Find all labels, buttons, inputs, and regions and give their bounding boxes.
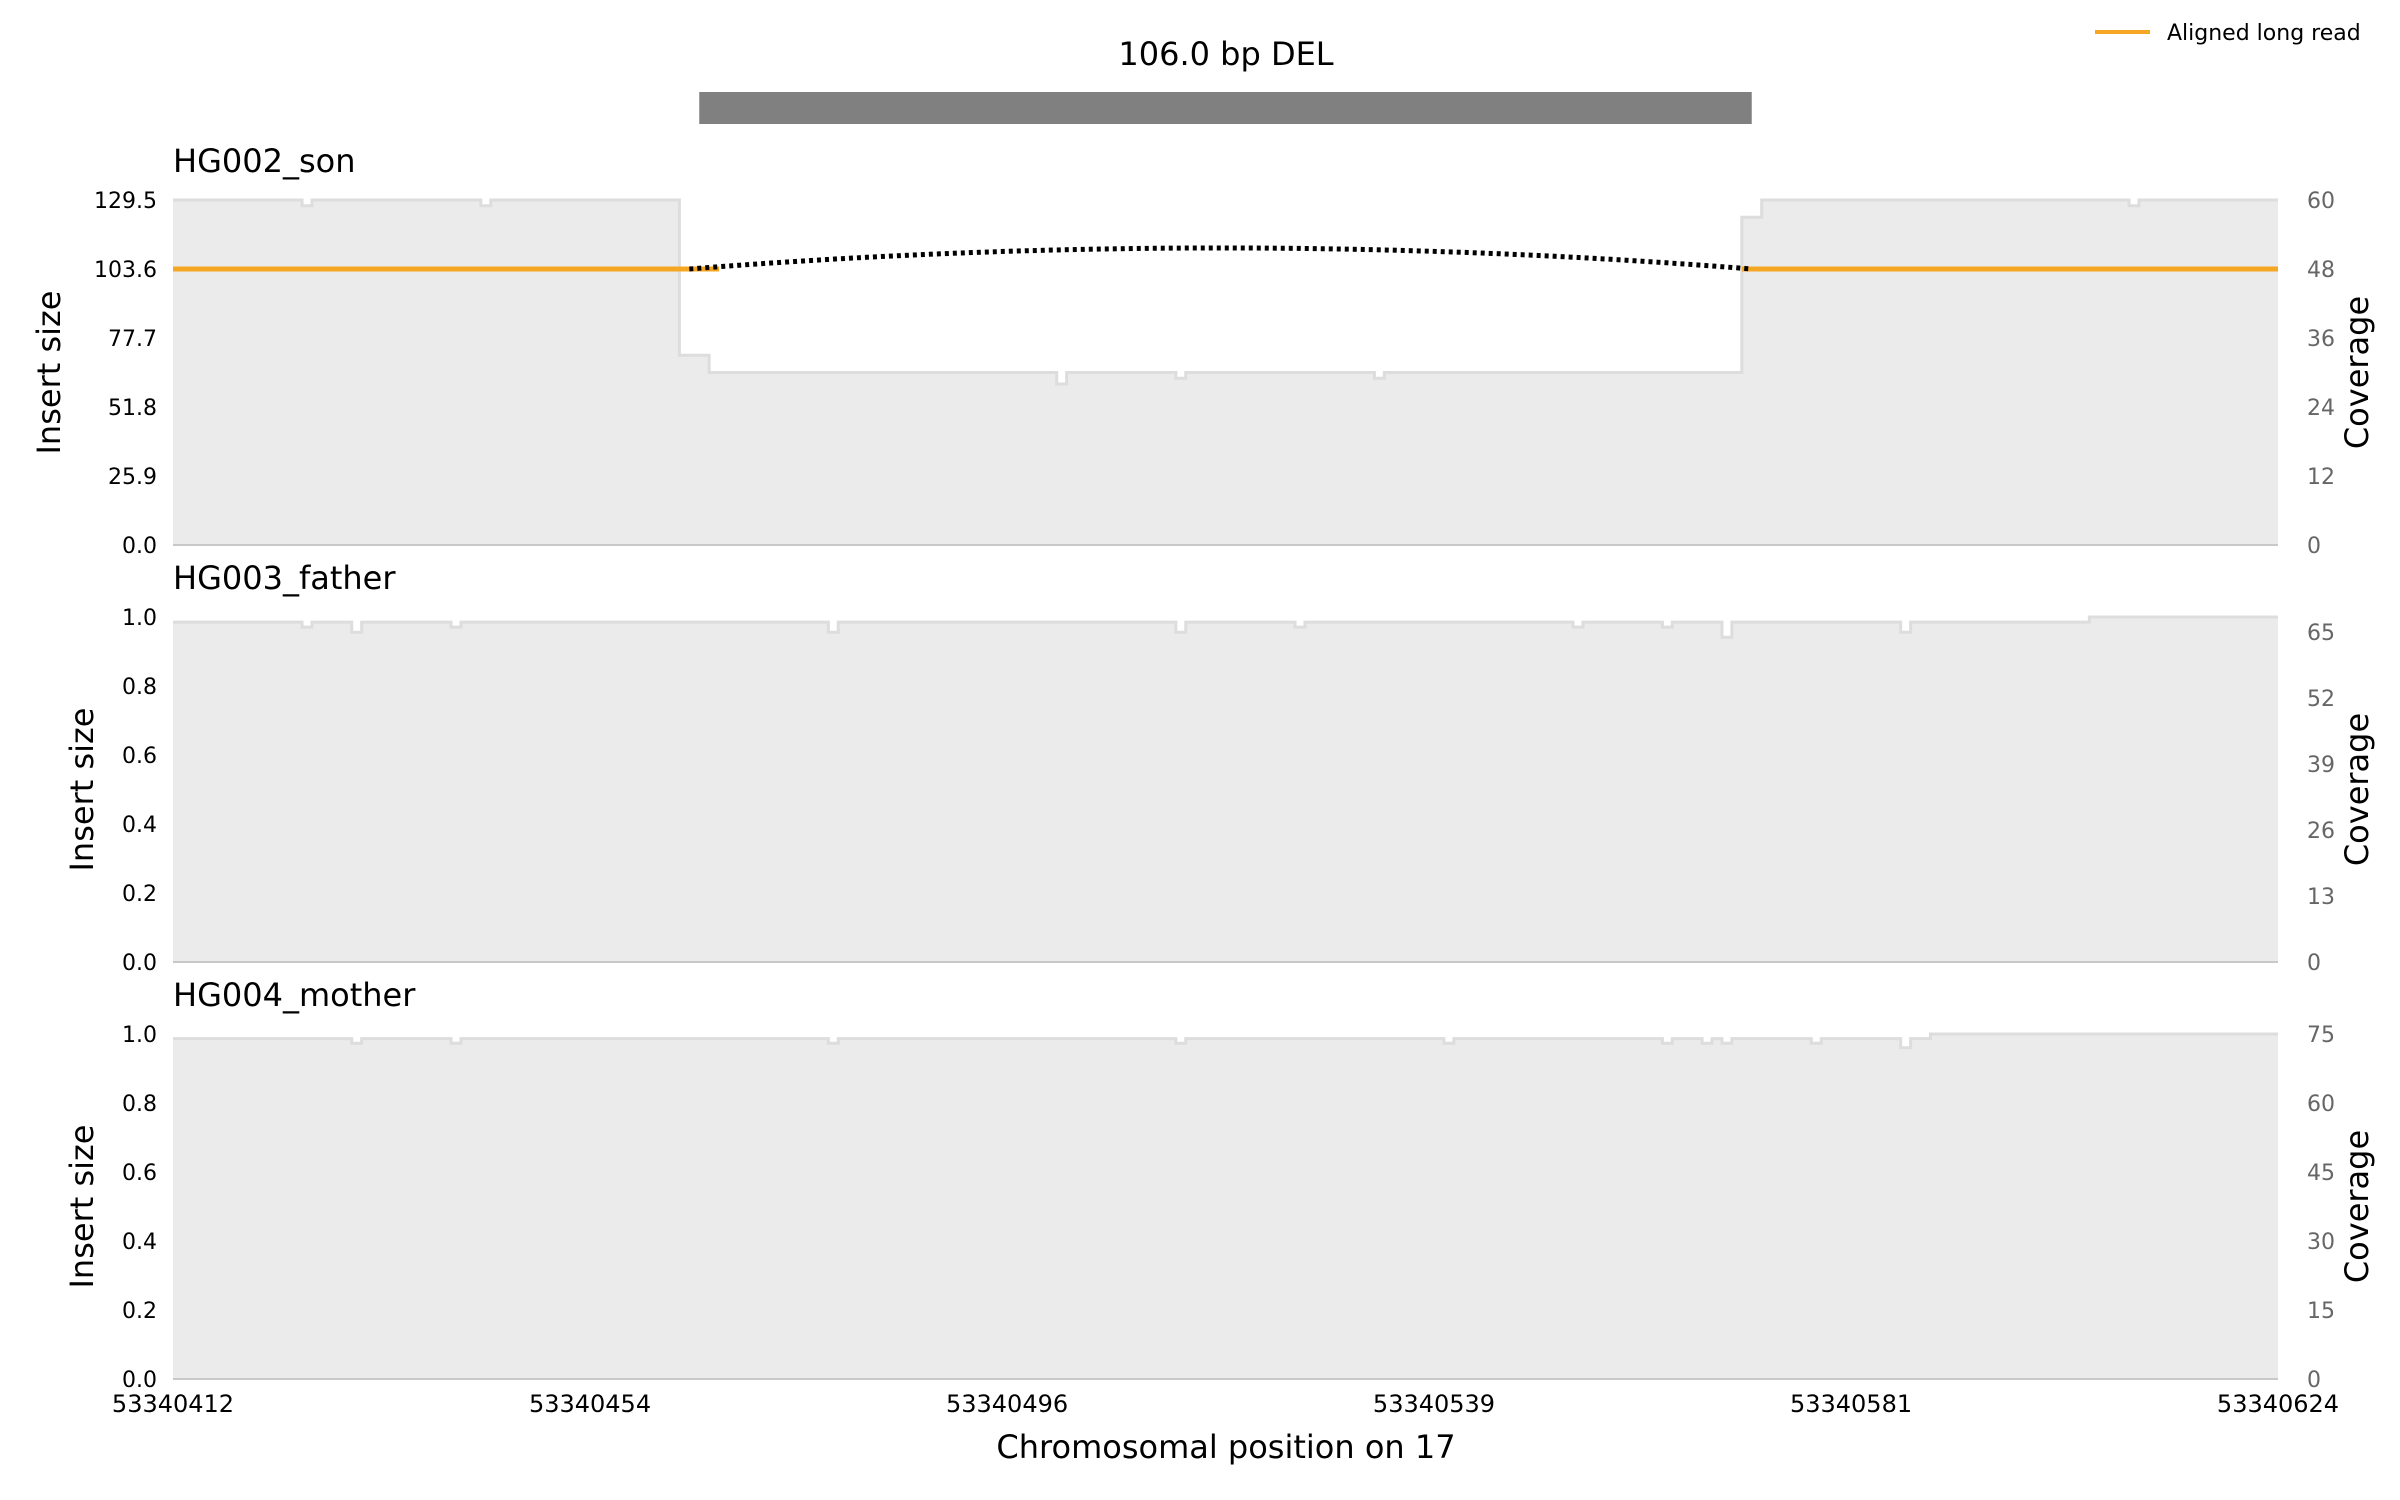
split-read-arc — [689, 245, 1752, 272]
x-axis-title: Chromosomal position on 17 — [996, 1428, 1455, 1466]
y-right-tick-label: 39 — [2307, 753, 2335, 778]
y-right-tick-label: 12 — [2307, 465, 2335, 490]
x-tick-label: 53340454 — [529, 1390, 651, 1418]
y-right-tick-label: 13 — [2307, 885, 2335, 910]
y-right-tick-label: 15 — [2307, 1299, 2335, 1324]
coverage-area — [173, 1034, 2278, 1379]
coverage-outline — [173, 1032, 2278, 1050]
variant-bar — [699, 92, 1752, 124]
y-left-tick-label: 0.2 — [122, 882, 157, 907]
y-right-tick-label: 24 — [2307, 396, 2335, 421]
y-left-tick-label: 51.8 — [108, 396, 157, 421]
x-tick-label: 53340624 — [2217, 1390, 2339, 1418]
y-left-tick-label: 129.5 — [94, 189, 157, 214]
y-right-tick-label: 75 — [2307, 1023, 2335, 1048]
y-left-tick-label: 25.9 — [108, 465, 157, 490]
y-right-tick-label: 30 — [2307, 1230, 2335, 1255]
y-right-tick-label: 60 — [2307, 1092, 2335, 1117]
y-left-tick-label: 0.4 — [122, 813, 157, 838]
y-left-tick-label: 0.0 — [122, 534, 157, 559]
y-left-tick-label: 1.0 — [122, 606, 157, 631]
y-left-tick-label: 0.8 — [122, 675, 157, 700]
y-left-tick-label: 0.0 — [122, 951, 157, 976]
y-left-tick-label: 0.4 — [122, 1230, 157, 1255]
x-tick-label: 53340581 — [1790, 1390, 1912, 1418]
chart-title: 106.0 bp DEL — [1118, 35, 1333, 73]
y-left-tick-label: 0.6 — [122, 1161, 157, 1186]
y-left-tick-label: 0.0 — [122, 1368, 157, 1393]
y-right-tick-label: 48 — [2307, 258, 2335, 283]
x-tick-label: 53340412 — [112, 1390, 234, 1418]
panel-title-hg002-son: HG002_son — [173, 142, 355, 180]
y-left-tick-label: 1.0 — [122, 1023, 157, 1048]
y-left-axis-title: Insert size — [63, 708, 101, 872]
y-left-axis-title: Insert size — [63, 1125, 101, 1289]
y-right-axis-title: Coverage — [2338, 296, 2376, 449]
y-right-tick-label: 45 — [2307, 1161, 2335, 1186]
y-right-tick-label: 0 — [2307, 951, 2321, 976]
y-right-axis-title: Coverage — [2338, 1130, 2376, 1283]
panel-title-hg004-mother: HG004_mother — [173, 976, 416, 1014]
y-left-tick-label: 103.6 — [94, 258, 157, 283]
x-tick-label: 53340539 — [1373, 1390, 1495, 1418]
y-right-axis-title: Coverage — [2338, 713, 2376, 866]
y-right-tick-label: 0 — [2307, 1368, 2321, 1393]
coverage-outline — [173, 615, 2278, 639]
y-left-axis-title: Insert size — [30, 291, 68, 455]
y-right-tick-label: 36 — [2307, 327, 2335, 352]
y-right-tick-label: 65 — [2307, 621, 2335, 646]
coverage-area — [173, 617, 2278, 962]
x-tick-label: 53340496 — [946, 1390, 1068, 1418]
y-left-tick-label: 77.7 — [108, 327, 157, 352]
y-left-tick-label: 0.6 — [122, 744, 157, 769]
y-right-tick-label: 26 — [2307, 819, 2335, 844]
legend-label-aligned-long-read: Aligned long read — [2167, 21, 2361, 46]
y-left-tick-label: 0.2 — [122, 1299, 157, 1324]
y-right-tick-label: 60 — [2307, 189, 2335, 214]
coverage-outline — [173, 198, 2278, 386]
y-right-tick-label: 0 — [2307, 534, 2321, 559]
panel-title-hg003-father: HG003_father — [173, 559, 396, 597]
y-right-tick-label: 52 — [2307, 687, 2335, 712]
y-left-tick-label: 0.8 — [122, 1092, 157, 1117]
